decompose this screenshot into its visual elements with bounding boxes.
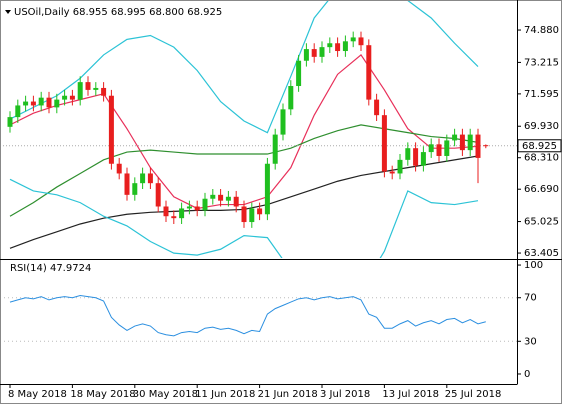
candle-body — [389, 171, 395, 174]
x-tick-label: 13 Jul 2018 — [382, 389, 439, 400]
candle-body — [171, 216, 177, 219]
chart-title: USOil,Daily 68.955 68.995 68.800 68.925 — [14, 7, 222, 18]
current-price-box — [517, 139, 562, 153]
y-tick-label: 69.930 — [524, 121, 559, 132]
y-tick-label: 65.025 — [524, 217, 559, 228]
candle-body — [62, 95, 68, 100]
candle-body — [124, 173, 130, 195]
candle-body — [342, 41, 348, 52]
candle-body — [23, 101, 29, 106]
y-tick-label: 100 — [524, 260, 543, 271]
y-tick-label: 30 — [524, 336, 537, 347]
candle-body — [428, 144, 434, 153]
candle-body — [358, 37, 364, 46]
axes: 74.880 73.215 71.595 69.930 68.310 66.690 65.0… — [8, 25, 562, 400]
candle-body — [303, 49, 309, 61]
candle-body — [132, 183, 138, 195]
indicator-line — [9, 124, 479, 217]
candle-body — [405, 148, 411, 160]
candle-body — [7, 117, 13, 127]
collapse-icon — [5, 10, 11, 14]
y-tick-label: 0 — [524, 369, 530, 380]
current-price-label: 68.925 — [522, 141, 557, 152]
candle-body — [218, 194, 224, 201]
candle-body — [194, 206, 200, 211]
y-tick-label: 66.690 — [524, 184, 559, 195]
candle-body — [163, 206, 169, 217]
candle-body — [186, 206, 192, 209]
indicator-line — [9, 178, 479, 258]
candle-body — [296, 60, 302, 87]
candle-body — [179, 208, 185, 219]
candle-body — [30, 101, 36, 106]
candle-body — [101, 87, 107, 96]
candle-body — [350, 37, 356, 42]
candle-body — [381, 115, 387, 172]
candle-body — [366, 45, 372, 100]
candle-body — [233, 196, 239, 207]
indicator-line — [9, 1, 479, 134]
x-tick-label: 25 Jul 2018 — [445, 389, 502, 400]
candle-body — [69, 95, 75, 100]
candle-body — [467, 134, 473, 151]
candle-body — [147, 173, 153, 184]
candle-body — [155, 183, 161, 207]
candle-body — [436, 144, 442, 156]
candle-body — [452, 134, 458, 141]
candle-body — [46, 97, 52, 108]
candle-body — [116, 163, 122, 174]
candle-body — [210, 194, 216, 199]
candle-body — [483, 145, 489, 147]
candle-body — [15, 105, 21, 118]
x-tick-label: 8 May 2018 — [8, 389, 67, 400]
x-tick-label: 30 May 2018 — [133, 389, 198, 400]
candle-body — [93, 87, 99, 90]
x-tick-label: 11 Jun 2018 — [195, 389, 255, 400]
candle-body — [444, 140, 450, 156]
candle-body — [335, 43, 341, 52]
candle-body — [202, 198, 208, 211]
y-tick-label: 70 — [524, 293, 537, 304]
candle-body — [280, 109, 286, 135]
candle-body — [108, 95, 114, 164]
rsi-panel — [1, 295, 517, 342]
candle-body — [374, 99, 380, 116]
candle-body — [475, 134, 481, 158]
x-tick-label: 21 Jun 2018 — [258, 389, 318, 400]
candle-body — [85, 82, 91, 90]
rsi-title: RSI(14) 47.9724 — [10, 263, 91, 274]
x-tick-label: 18 May 2018 — [70, 389, 135, 400]
candle-body — [272, 134, 278, 164]
y-tick-label: 74.880 — [524, 25, 559, 36]
candle-body — [459, 134, 465, 151]
candle-body — [311, 49, 317, 57]
candle-body — [257, 208, 263, 215]
candle-body — [77, 82, 83, 100]
candle-body — [420, 152, 426, 166]
candle-body — [319, 47, 325, 57]
y-tick-label: 63.405 — [524, 248, 559, 259]
candle-body — [327, 43, 333, 48]
candle-body — [140, 173, 146, 184]
candle-body — [413, 148, 419, 166]
candle-body — [249, 208, 255, 223]
candle-body — [397, 159, 403, 174]
candle-body — [54, 99, 60, 108]
x-tick-label: 3 Jul 2018 — [320, 389, 370, 400]
candle-body — [38, 97, 44, 106]
candle-body — [225, 196, 231, 201]
y-tick-label: 68.310 — [524, 153, 559, 164]
candle-body — [241, 206, 247, 223]
rsi-line — [9, 295, 486, 337]
candle-body — [288, 86, 294, 110]
candle-body — [264, 163, 270, 215]
y-tick-label: 73.215 — [524, 57, 559, 68]
price-panel — [1, 1, 517, 258]
y-tick-label: 71.595 — [524, 89, 559, 100]
